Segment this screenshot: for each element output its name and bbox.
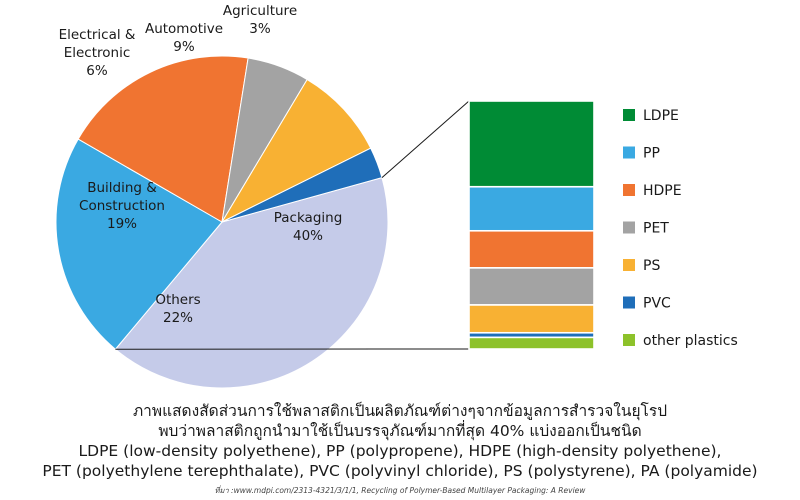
chart-canvas: Packaging 40% Others 22% Building & Construct…: [55, 3, 738, 389]
legend-swatch-pet: [623, 221, 635, 234]
pie-chart: Packaging 40% Others 22% Building & Construct…: [55, 3, 389, 389]
bar-legend: LDPE PP HDPE PET PS PVC other plastics: [623, 108, 738, 349]
bar-segment-ldpe: [468, 100, 595, 188]
bar-segment-pp: [468, 185, 595, 232]
legend-label-ldpe: LDPE: [643, 108, 679, 124]
bar-segment-other-plastics: [468, 336, 595, 350]
bar-segment-pet: [468, 267, 595, 306]
pie-slice-automotive: [220, 78, 372, 224]
caption-english-line-1: LDPE (low-density polyethene), PP (polyp…: [78, 442, 722, 460]
pie-label-building-and-construction: Building & Construction 19%: [79, 180, 165, 232]
legend-swatch-hdpe: [623, 184, 635, 196]
pie-label-others: Others 22%: [155, 292, 200, 326]
bar-segment-ps: [468, 304, 595, 334]
legend-swatch-other-plastics: [623, 334, 635, 346]
connector-top: [381, 100, 470, 179]
legend-label-pp: PP: [643, 146, 660, 162]
legend-swatch-ldpe: [623, 109, 635, 121]
pie-label-packaging: Packaging 40%: [274, 210, 343, 244]
legend-label-hdpe: HDPE: [643, 183, 682, 199]
legend-label-other-plastics: other plastics: [643, 333, 738, 349]
pie-slice-packaging: [114, 177, 389, 389]
legend-label-ps: PS: [643, 258, 660, 274]
pie-slice-others: [55, 138, 223, 350]
pie-label-automotive: Automotive 9%: [145, 21, 223, 55]
legend-swatch-ps: [623, 259, 635, 271]
pie-label-electrical-and-electronic: Electrical & Electronic 6%: [59, 27, 136, 79]
caption-english-line-2: PET (polyethylene terephthalate), PVC (p…: [42, 462, 758, 480]
bar-segment-hdpe: [468, 229, 595, 269]
source-credit: ที่มา :www.mdpi.com/2313-4321/3/1/1, Rec…: [214, 486, 586, 495]
pie-slice-building-and-construction: [77, 55, 249, 223]
legend-swatch-pp: [623, 146, 635, 159]
stacked-bar: [468, 100, 595, 350]
pie-label-agriculture: Agriculture 3%: [223, 3, 297, 37]
legend-label-pvc: PVC: [643, 296, 671, 312]
pie-to-bar-connectors: [115, 100, 470, 350]
legend-swatch-pvc: [623, 296, 635, 309]
caption-thai-line-2: พบว่าพลาสติกถูกนำมาใช้เป็นบรรจุภัณฑ์มากท…: [158, 422, 642, 440]
caption-thai-line-1: ภาพแสดงสัดส่วนการใช้พลาสติกเป็นผลิตภัณฑ์…: [132, 402, 668, 420]
caption: ภาพแสดงสัดส่วนการใช้พลาสติกเป็นผลิตภัณฑ์…: [0, 401, 800, 481]
legend-label-pet: PET: [643, 221, 669, 237]
